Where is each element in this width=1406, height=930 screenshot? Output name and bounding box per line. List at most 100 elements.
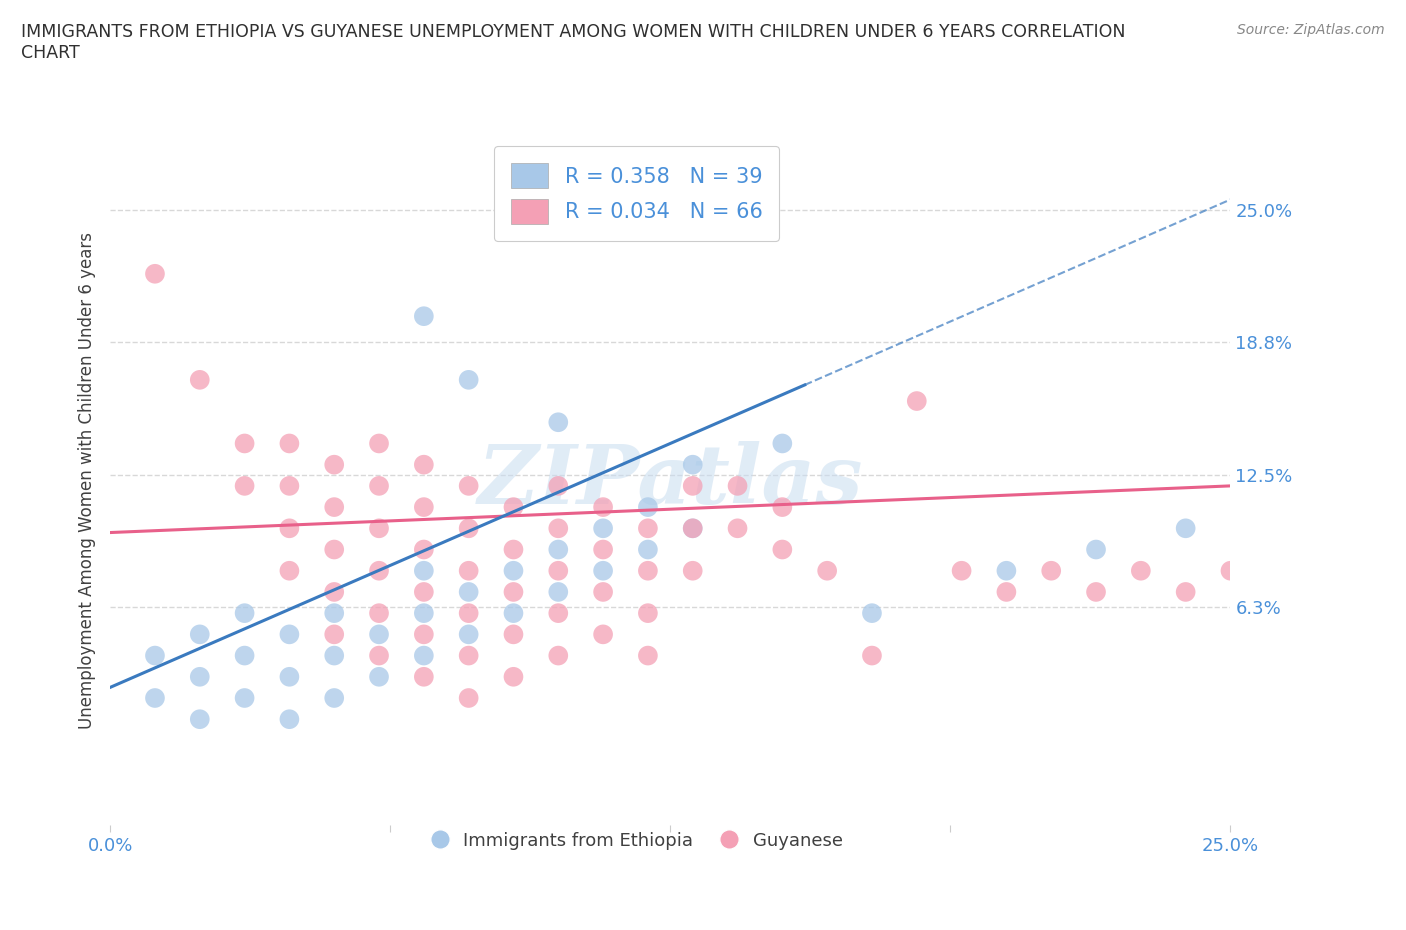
Point <box>323 584 346 599</box>
Point <box>278 436 301 451</box>
Point <box>412 542 434 557</box>
Point <box>457 372 479 387</box>
Point <box>547 564 569 578</box>
Point <box>502 564 524 578</box>
Point <box>368 670 391 684</box>
Point <box>637 521 659 536</box>
Point <box>547 605 569 620</box>
Point <box>143 691 166 706</box>
Point <box>233 478 256 493</box>
Point <box>323 499 346 514</box>
Point <box>502 584 524 599</box>
Point <box>143 648 166 663</box>
Point <box>278 627 301 642</box>
Text: ZIPatlas: ZIPatlas <box>478 441 863 521</box>
Point <box>1174 521 1197 536</box>
Point <box>323 648 346 663</box>
Point <box>233 691 256 706</box>
Point <box>682 564 704 578</box>
Point <box>727 521 749 536</box>
Point <box>1085 584 1108 599</box>
Point <box>278 670 301 684</box>
Point <box>233 605 256 620</box>
Point <box>323 691 346 706</box>
Point <box>323 542 346 557</box>
Point <box>815 564 838 578</box>
Point <box>547 584 569 599</box>
Point <box>727 478 749 493</box>
Point <box>278 478 301 493</box>
Point <box>412 584 434 599</box>
Point <box>457 478 479 493</box>
Point <box>368 648 391 663</box>
Point <box>323 458 346 472</box>
Point <box>682 521 704 536</box>
Point <box>188 627 211 642</box>
Point <box>457 564 479 578</box>
Point <box>457 627 479 642</box>
Point <box>592 627 614 642</box>
Point <box>502 605 524 620</box>
Point <box>592 521 614 536</box>
Point <box>592 564 614 578</box>
Point <box>233 648 256 663</box>
Point <box>188 711 211 726</box>
Point <box>1219 564 1241 578</box>
Text: IMMIGRANTS FROM ETHIOPIA VS GUYANESE UNEMPLOYMENT AMONG WOMEN WITH CHILDREN UNDE: IMMIGRANTS FROM ETHIOPIA VS GUYANESE UNE… <box>21 23 1126 62</box>
Point <box>412 309 434 324</box>
Point <box>770 436 793 451</box>
Point <box>188 372 211 387</box>
Point <box>995 584 1018 599</box>
Point <box>457 648 479 663</box>
Point <box>637 605 659 620</box>
Point <box>637 499 659 514</box>
Point <box>682 458 704 472</box>
Point <box>502 499 524 514</box>
Point <box>368 436 391 451</box>
Point <box>547 478 569 493</box>
Point <box>502 542 524 557</box>
Point <box>412 627 434 642</box>
Point <box>860 648 883 663</box>
Point <box>278 711 301 726</box>
Point <box>412 458 434 472</box>
Point <box>592 542 614 557</box>
Point <box>368 605 391 620</box>
Point <box>770 542 793 557</box>
Point <box>368 521 391 536</box>
Point <box>323 627 346 642</box>
Point <box>1174 584 1197 599</box>
Point <box>323 605 346 620</box>
Point <box>143 266 166 281</box>
Point <box>502 627 524 642</box>
Point <box>412 670 434 684</box>
Point <box>682 521 704 536</box>
Point <box>412 605 434 620</box>
Point <box>457 521 479 536</box>
Point <box>547 542 569 557</box>
Point <box>412 648 434 663</box>
Point <box>547 648 569 663</box>
Point <box>368 564 391 578</box>
Point <box>637 564 659 578</box>
Point <box>592 499 614 514</box>
Point <box>368 478 391 493</box>
Point <box>457 691 479 706</box>
Point <box>592 584 614 599</box>
Point <box>412 499 434 514</box>
Text: Source: ZipAtlas.com: Source: ZipAtlas.com <box>1237 23 1385 37</box>
Point <box>233 436 256 451</box>
Point <box>995 564 1018 578</box>
Point <box>637 648 659 663</box>
Point <box>1085 542 1108 557</box>
Point <box>278 564 301 578</box>
Point <box>188 670 211 684</box>
Legend: Immigrants from Ethiopia, Guyanese: Immigrants from Ethiopia, Guyanese <box>423 825 851 857</box>
Point <box>860 605 883 620</box>
Point <box>637 542 659 557</box>
Point <box>905 393 928 408</box>
Point <box>278 521 301 536</box>
Point <box>1040 564 1063 578</box>
Point <box>950 564 973 578</box>
Y-axis label: Unemployment Among Women with Children Under 6 years: Unemployment Among Women with Children U… <box>79 232 96 729</box>
